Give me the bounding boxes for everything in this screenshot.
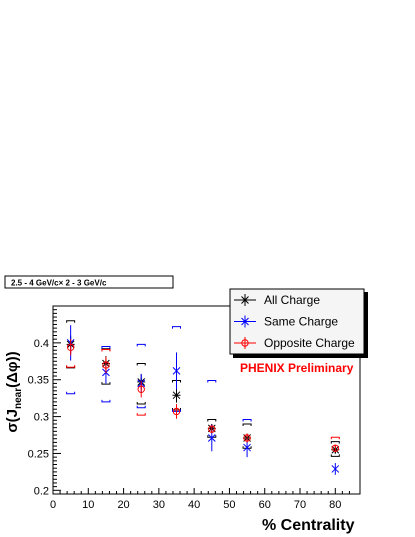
- sys-bracket-lower: [101, 382, 111, 385]
- legend-entry: Opposite Charge: [234, 336, 355, 350]
- y-axis-title: σ(Jnear(Δφ)): [4, 351, 24, 432]
- legend-label: All Charge: [264, 293, 320, 307]
- sys-bracket-upper: [136, 363, 146, 366]
- data-point: [172, 407, 181, 416]
- x-tick-label: 10: [82, 499, 94, 511]
- sys-bracket-upper: [207, 419, 217, 422]
- data-point: [207, 434, 216, 442]
- data-point: [172, 391, 181, 400]
- sys-bracket-lower: [101, 399, 111, 403]
- sys-bracket-upper: [242, 419, 252, 422]
- y-tick-label: 0.25: [28, 448, 49, 460]
- svg-text:σ(Jnear(Δφ)): σ(Jnear(Δφ)): [4, 351, 24, 432]
- legend-marker: [241, 317, 249, 326]
- data-point: [331, 465, 340, 473]
- plot-frame: [52, 305, 361, 495]
- sys-bracket-upper: [242, 423, 252, 426]
- x-axis-title: % Centrality: [262, 517, 355, 534]
- x-tick-label: 40: [188, 499, 200, 511]
- legend-entry: All Charge: [234, 293, 320, 307]
- sys-bracket-upper: [101, 346, 111, 349]
- sys-bracket-upper: [172, 326, 182, 329]
- y-tick-label: 0.4: [34, 338, 49, 350]
- sys-bracket-lower: [66, 391, 76, 395]
- legend-marker: [241, 296, 249, 304]
- sys-bracket-upper: [66, 320, 76, 323]
- x-tick-label: 60: [259, 499, 271, 511]
- sys-bracket-lower: [66, 365, 76, 368]
- y-tick-label: 0.2: [34, 485, 49, 497]
- sys-bracket-upper: [136, 343, 146, 347]
- sys-bracket-lower: [136, 405, 146, 409]
- x-tick-label: 50: [223, 499, 235, 511]
- x-tick-label: 80: [329, 499, 341, 511]
- sys-bracket-upper: [330, 436, 340, 440]
- axis-ticks: 0 10 20 30 40 50 60 70 80 0.2 0.25 0.3 0.35 0.4: [28, 309, 350, 511]
- panel-label: 2.5 - 4 GeV/c× 2 - 3 GeV/c: [11, 279, 107, 288]
- legend-entry: Same Charge: [234, 315, 338, 329]
- data-point: [172, 367, 181, 375]
- data-point: [243, 434, 251, 442]
- x-tick-label: 30: [153, 499, 165, 511]
- x-tick-label: 70: [294, 499, 306, 511]
- sys-bracket-lower: [330, 454, 340, 457]
- series-opposite-charge: [66, 339, 340, 452]
- y-axis-title-tail: (Δφ)): [4, 351, 21, 388]
- y-tick-label: 0.3: [34, 412, 49, 424]
- legend-label: Opposite Charge: [264, 336, 355, 350]
- sys-bracket-lower: [136, 402, 146, 405]
- legend: All Charge Same Charge Opposite Charge: [229, 288, 368, 358]
- y-axis-title-main: σ(J: [4, 409, 21, 433]
- x-tick-label: 0: [50, 499, 56, 511]
- sys-bracket-upper: [207, 379, 217, 383]
- data-point: [66, 343, 75, 351]
- preliminary-annotation: PHENIX Preliminary: [240, 361, 354, 375]
- legend-marker: [241, 339, 249, 347]
- data-point: [102, 361, 110, 369]
- data-point: [137, 385, 145, 394]
- y-axis-title-sub: near: [13, 388, 24, 409]
- data-point: [208, 425, 216, 433]
- panel-label-box: 2.5 - 4 GeV/c× 2 - 3 GeV/c: [4, 275, 174, 289]
- data-point: [331, 444, 339, 452]
- data-marks: [66, 320, 340, 475]
- y-tick-label: 0.35: [28, 375, 49, 387]
- sys-bracket-upper: [330, 441, 340, 444]
- legend-label: Same Charge: [264, 315, 338, 329]
- data-point: [243, 443, 251, 452]
- sys-bracket-upper: [101, 348, 111, 352]
- sys-bracket-lower: [136, 413, 146, 416]
- x-tick-label: 20: [117, 499, 129, 511]
